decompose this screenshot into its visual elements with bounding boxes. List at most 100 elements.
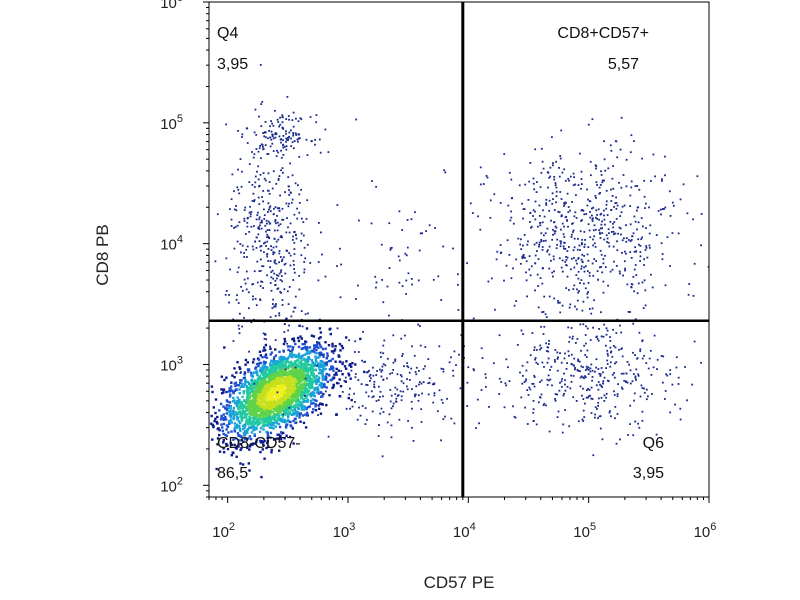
event-point <box>585 356 588 358</box>
event-point <box>247 368 251 372</box>
event-point <box>237 406 240 410</box>
event-point <box>608 232 610 235</box>
event-point <box>262 132 264 134</box>
event-point <box>612 187 615 190</box>
event-point <box>253 199 256 201</box>
event-point <box>303 261 306 263</box>
event-point <box>230 385 233 388</box>
event-point <box>544 232 547 235</box>
event-point <box>287 226 289 229</box>
event-point <box>280 418 284 421</box>
event-point <box>556 243 558 246</box>
event-point <box>318 343 322 347</box>
event-point <box>242 411 245 414</box>
event-point <box>296 207 298 210</box>
event-point <box>262 366 266 369</box>
event-point <box>668 190 671 193</box>
event-point <box>258 397 262 400</box>
event-point <box>280 413 283 417</box>
event-point <box>274 404 277 407</box>
event-point <box>282 431 285 435</box>
event-point <box>520 396 523 399</box>
event-point <box>261 101 264 103</box>
event-point <box>609 410 611 412</box>
event-point <box>305 391 308 394</box>
event-point <box>291 362 295 365</box>
event-point <box>250 443 253 447</box>
event-point <box>570 233 573 236</box>
event-point <box>286 403 289 407</box>
event-point <box>573 364 575 367</box>
event-point <box>275 365 278 368</box>
event-point <box>239 372 242 374</box>
event-point <box>596 184 598 186</box>
event-point <box>275 402 278 405</box>
event-point <box>319 336 322 339</box>
event-point <box>592 244 594 247</box>
event-point <box>255 382 259 386</box>
event-point <box>545 202 547 205</box>
event-point <box>268 129 270 132</box>
event-point <box>584 334 587 336</box>
event-point <box>389 372 391 375</box>
event-point <box>541 246 544 248</box>
event-point <box>252 298 254 301</box>
event-point <box>357 284 359 287</box>
event-point <box>489 199 492 202</box>
event-point <box>560 361 563 364</box>
event-point <box>532 215 534 217</box>
event-point <box>239 312 241 315</box>
event-point <box>324 128 327 131</box>
event-point <box>293 377 296 380</box>
event-point <box>660 242 663 245</box>
event-point <box>283 337 286 341</box>
event-point <box>572 172 575 175</box>
event-point <box>293 263 295 266</box>
event-point <box>379 351 382 354</box>
event-point <box>598 415 601 418</box>
event-point <box>579 152 581 155</box>
event-point <box>286 217 288 219</box>
event-point <box>260 366 263 370</box>
event-point <box>277 417 280 420</box>
event-point <box>511 197 513 199</box>
event-point <box>466 381 469 384</box>
event-point <box>262 265 265 268</box>
event-point <box>227 404 230 407</box>
event-point <box>404 252 407 255</box>
event-point <box>295 393 299 396</box>
event-point <box>292 419 295 423</box>
event-point <box>580 265 583 268</box>
event-point <box>260 475 263 479</box>
event-point <box>304 257 307 260</box>
event-point <box>548 209 551 212</box>
event-point <box>312 393 315 397</box>
event-point <box>276 215 278 217</box>
event-point <box>276 229 279 232</box>
event-point <box>270 423 273 427</box>
event-point <box>269 222 272 225</box>
event-point <box>377 435 380 437</box>
event-point <box>410 367 413 370</box>
event-point <box>226 444 229 447</box>
event-point <box>232 413 235 416</box>
event-point <box>592 229 595 232</box>
event-point <box>345 336 348 339</box>
event-point <box>225 412 228 415</box>
event-point <box>293 248 296 250</box>
event-point <box>634 420 637 423</box>
event-point <box>688 283 691 285</box>
event-point <box>277 437 280 440</box>
event-point <box>234 384 237 388</box>
event-point <box>442 418 445 420</box>
event-point <box>559 157 562 160</box>
event-point <box>274 425 277 428</box>
event-point <box>388 413 391 416</box>
event-point <box>229 419 232 422</box>
event-point <box>570 381 573 383</box>
event-point <box>453 422 456 425</box>
event-point <box>630 239 633 241</box>
event-point <box>268 370 271 373</box>
event-point <box>253 390 257 393</box>
event-point <box>547 171 550 174</box>
